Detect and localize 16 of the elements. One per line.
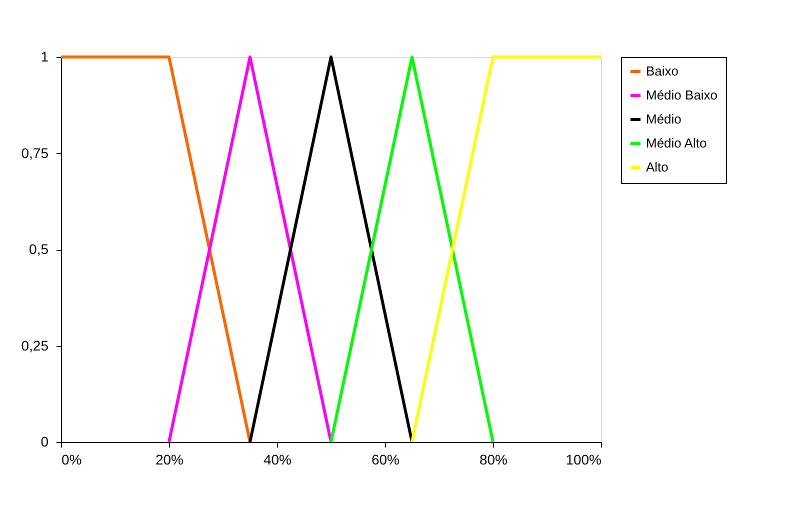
- y-tick-label: 0,75: [21, 144, 49, 161]
- legend-label: Médio Alto: [646, 136, 707, 150]
- legend-label: Alto: [646, 160, 668, 174]
- legend-label: Médio Baixo: [646, 88, 718, 102]
- x-tick-label: 80%: [479, 452, 508, 468]
- x-tick-label: 40%: [263, 452, 292, 468]
- legend-label: Médio: [646, 112, 682, 126]
- x-tick-label: 20%: [155, 452, 184, 468]
- x-tick-label: 60%: [371, 452, 400, 468]
- y-tick-label: 1: [40, 48, 49, 64]
- legend-label: Baixo: [646, 64, 679, 78]
- y-tick-label: 0,5: [29, 241, 49, 257]
- y-tick-label: 0: [40, 434, 49, 450]
- x-tick-label: 0%: [62, 452, 82, 468]
- y-tick-label: 0,25: [21, 337, 49, 354]
- x-tick-label: 100%: [566, 452, 602, 468]
